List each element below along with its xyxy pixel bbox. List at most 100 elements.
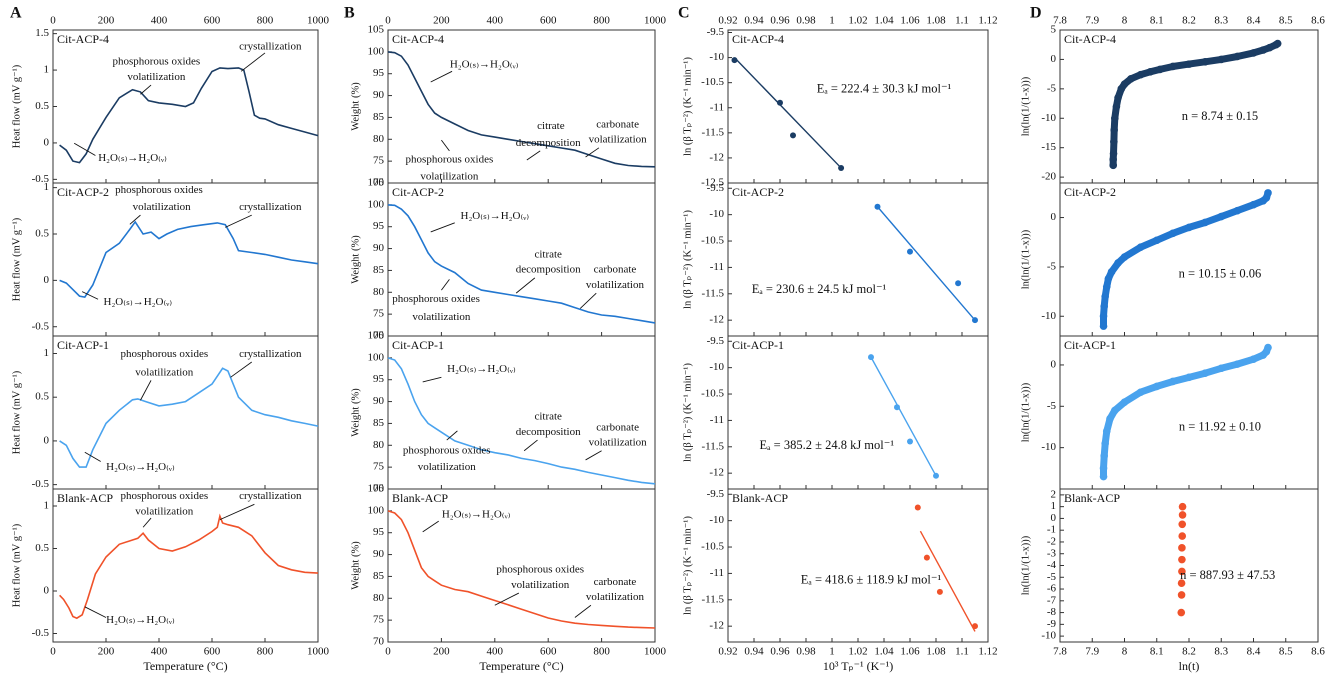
y-axis-label: Weight (%) [350, 388, 361, 437]
x-axis-label: Temperature (°C) [143, 659, 227, 673]
data-point [1146, 67, 1155, 76]
data-point [1201, 369, 1209, 378]
x-tick-label: 8.6 [1311, 646, 1325, 658]
x-tick-label-top: 1.04 [874, 15, 894, 27]
data-point [1099, 472, 1108, 481]
x-tick-label: 8 [1122, 646, 1128, 658]
subplot-title: Cit-ACP-2 [392, 185, 444, 199]
data-point [1104, 274, 1113, 283]
x-tick-label: 8.2 [1182, 646, 1196, 658]
annotation: phosphorous oxides [392, 293, 480, 305]
data-point [838, 164, 845, 171]
x-tick-label-top: 8.4 [1247, 15, 1261, 27]
annotation: volatilization [127, 71, 186, 83]
y-tick-label: 75 [373, 155, 385, 167]
y-tick-label: 70 [373, 330, 385, 342]
y-tick-label: -8 [1047, 606, 1057, 618]
x-tick-label-top: 7.8 [1053, 15, 1067, 27]
x-tick-label: 0.96 [770, 646, 790, 658]
data-point [1114, 259, 1122, 267]
annotation: volatilization [133, 201, 192, 213]
x-tick-label: 1.12 [978, 646, 997, 658]
subplot-title: Cit-ACP-1 [57, 338, 109, 352]
data-point [1099, 464, 1108, 473]
annotation-arrow [219, 503, 255, 521]
data-point [1185, 223, 1193, 232]
annotation: H₂O₍ₛ₎→H₂O₍ᵥ₎ [442, 509, 511, 521]
annotation: Eₐ = 418.6 ± 118.9 kJ mol⁻¹ [801, 573, 942, 587]
data-point [1178, 520, 1187, 529]
x-tick-label-top: 600 [540, 15, 557, 27]
annotation: volatilization [589, 437, 648, 449]
subplot-title: Blank-ACP [57, 491, 113, 505]
data-point [1112, 102, 1121, 111]
x-tick-label-top: 800 [593, 15, 610, 27]
y-axis-label: Heat flow (mV g⁻¹) [11, 217, 22, 301]
annotation-arrow [430, 222, 455, 233]
data-point [1178, 567, 1186, 576]
data-point [1233, 360, 1242, 368]
data-point [1110, 138, 1118, 146]
fit-line [876, 206, 976, 321]
y-tick-label: -10.5 [701, 388, 724, 400]
data-point [1249, 355, 1258, 363]
data-point [790, 132, 796, 139]
y-tick-label: 75 [373, 614, 385, 626]
y-tick-label: -10 [1041, 630, 1056, 642]
plot-frame [727, 335, 989, 490]
x-tick-label-top: 600 [204, 15, 221, 27]
x-tick-label-top: 8 [1122, 15, 1128, 27]
annotation-arrow [84, 451, 101, 462]
annotation-arrow [422, 520, 439, 533]
y-tick-label: 70 [373, 177, 385, 189]
x-tick-label-top: 8.1 [1150, 15, 1164, 27]
y-tick-label: 90 [373, 89, 385, 101]
annotation-arrow [81, 291, 99, 300]
annotation-arrow [574, 604, 592, 618]
x-tick-label: 1.04 [874, 646, 894, 658]
y-tick-label: 0.5 [35, 228, 49, 240]
data-point [1111, 406, 1119, 415]
data-point [1109, 149, 1118, 158]
annotation-arrow [140, 380, 152, 401]
y-tick-label: 105 [368, 483, 385, 495]
data-point [1185, 60, 1193, 68]
data-point [1100, 302, 1108, 311]
data-point [1264, 189, 1272, 197]
x-tick-label: 0.92 [718, 646, 737, 658]
subplot-title: Cit-ACP-1 [392, 338, 444, 352]
data-line [59, 67, 319, 164]
annotation-arrow [140, 84, 152, 95]
data-point [1177, 608, 1186, 617]
y-tick-label: 95 [373, 526, 385, 538]
x-tick-label-top: 8.2 [1182, 15, 1196, 27]
y-tick-label: 80 [373, 439, 385, 451]
y-tick-label: -20 [1041, 171, 1056, 183]
panel-label: A [10, 5, 22, 22]
y-tick-label: -9 [1047, 618, 1057, 630]
data-point [1102, 282, 1111, 291]
y-tick-label: 0 [1051, 211, 1057, 223]
data-point [907, 438, 913, 445]
annotation: volatilization [135, 505, 194, 517]
x-tick-label-top: 1.1 [955, 15, 969, 27]
data-point [1120, 253, 1129, 261]
data-point [1127, 75, 1135, 83]
data-point [933, 472, 939, 479]
y-tick-label: 85 [373, 111, 385, 123]
fit-line [870, 356, 937, 477]
plot-frame [1059, 182, 1319, 337]
data-point [731, 57, 738, 64]
y-tick-label: 0 [44, 136, 50, 148]
annotation-arrow [422, 376, 442, 383]
y-axis-label: ln (β Tₚ⁻²) (K⁻¹ min⁻¹) [682, 210, 693, 309]
annotation-arrow [129, 214, 141, 225]
data-point [1217, 212, 1226, 221]
data-line [59, 367, 319, 468]
data-point [868, 354, 874, 361]
x-tick-label: 8.3 [1214, 646, 1228, 658]
x-tick-label: 0.98 [796, 646, 816, 658]
data-point [1107, 268, 1116, 276]
data-point [1185, 373, 1193, 382]
data-point [1259, 46, 1267, 54]
